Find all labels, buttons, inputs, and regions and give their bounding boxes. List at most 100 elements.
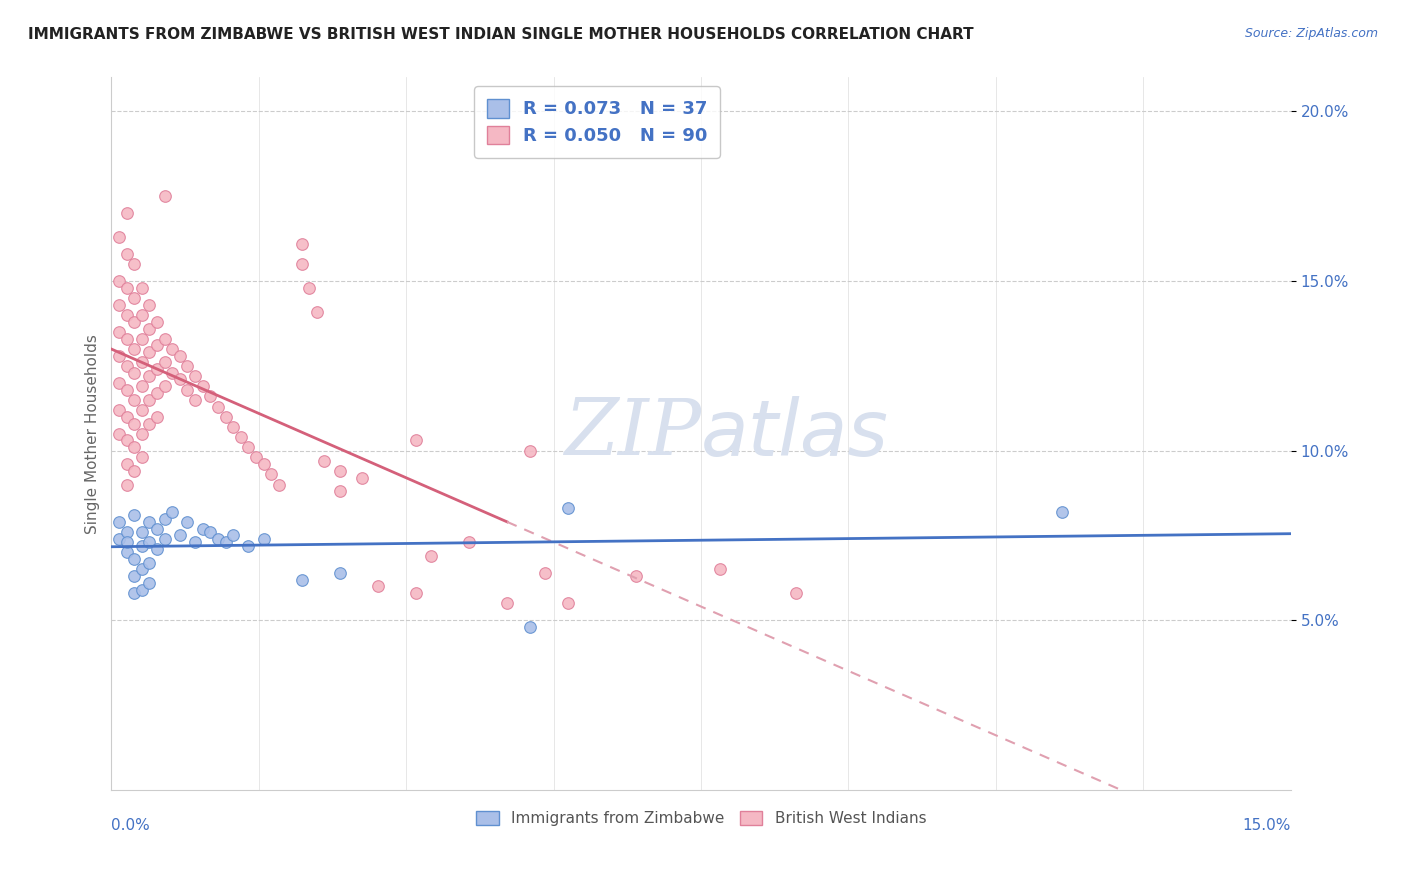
Point	[122, 586, 145, 600]
Point	[314, 454, 336, 468]
Point	[245, 450, 267, 465]
Point	[122, 417, 145, 431]
Point	[131, 426, 153, 441]
Point	[519, 620, 541, 634]
Point	[626, 569, 648, 583]
Point	[207, 400, 229, 414]
Point	[153, 532, 176, 546]
Point	[557, 596, 579, 610]
Point	[298, 281, 321, 295]
Point	[534, 566, 557, 580]
Point	[176, 359, 198, 373]
Point	[153, 379, 176, 393]
Point	[138, 345, 160, 359]
Point	[138, 556, 160, 570]
Point	[222, 420, 245, 434]
Point	[131, 281, 153, 295]
Point	[138, 535, 160, 549]
Point	[131, 562, 153, 576]
Point	[329, 464, 352, 478]
Point	[176, 383, 198, 397]
Point	[108, 298, 131, 312]
Point	[108, 325, 131, 339]
Point	[108, 376, 131, 390]
Point	[122, 508, 145, 522]
Point	[229, 430, 252, 444]
Point	[420, 549, 443, 563]
Point	[131, 332, 153, 346]
Point	[131, 524, 153, 539]
Point	[260, 467, 283, 482]
Point	[138, 417, 160, 431]
Point	[267, 477, 290, 491]
Point	[122, 342, 145, 356]
Text: 15.0%: 15.0%	[1243, 819, 1291, 833]
Point	[184, 392, 207, 407]
Point	[131, 403, 153, 417]
Point	[162, 366, 184, 380]
Point	[785, 586, 807, 600]
Point	[191, 522, 214, 536]
Point	[146, 542, 169, 557]
Point	[329, 566, 352, 580]
Point	[169, 349, 191, 363]
Point	[115, 524, 138, 539]
Point	[367, 579, 389, 593]
Point	[146, 386, 169, 401]
Point	[122, 440, 145, 454]
Point	[122, 291, 145, 305]
Point	[115, 545, 138, 559]
Point	[153, 355, 176, 369]
Point	[108, 532, 131, 546]
Point	[200, 524, 222, 539]
Point	[291, 236, 314, 251]
Point	[115, 359, 138, 373]
Point	[115, 457, 138, 471]
Point	[146, 409, 169, 424]
Point	[108, 403, 131, 417]
Point	[519, 443, 541, 458]
Point	[115, 308, 138, 322]
Point	[138, 576, 160, 591]
Point	[122, 366, 145, 380]
Point	[207, 532, 229, 546]
Point	[108, 426, 131, 441]
Point	[131, 450, 153, 465]
Point	[138, 392, 160, 407]
Point	[122, 257, 145, 271]
Point	[146, 362, 169, 376]
Text: 0.0%: 0.0%	[111, 819, 150, 833]
Point	[162, 342, 184, 356]
Point	[146, 315, 169, 329]
Point	[115, 206, 138, 220]
Point	[108, 230, 131, 244]
Point	[162, 505, 184, 519]
Point	[122, 552, 145, 566]
Point	[191, 379, 214, 393]
Point	[238, 440, 260, 454]
Point	[138, 369, 160, 384]
Point	[122, 464, 145, 478]
Point	[1052, 505, 1074, 519]
Point	[138, 321, 160, 335]
Point	[131, 308, 153, 322]
Point	[138, 298, 160, 312]
Point	[153, 332, 176, 346]
Point	[557, 501, 579, 516]
Point	[146, 522, 169, 536]
Point	[169, 372, 191, 386]
Point	[115, 477, 138, 491]
Point	[146, 338, 169, 352]
Point	[115, 281, 138, 295]
Point	[214, 409, 236, 424]
Text: Source: ZipAtlas.com: Source: ZipAtlas.com	[1244, 27, 1378, 40]
Point	[131, 379, 153, 393]
Point	[184, 535, 207, 549]
Point	[352, 471, 374, 485]
Text: atlas: atlas	[702, 396, 889, 472]
Point	[153, 189, 176, 203]
Point	[458, 535, 481, 549]
Point	[122, 569, 145, 583]
Point	[115, 535, 138, 549]
Point	[305, 304, 328, 318]
